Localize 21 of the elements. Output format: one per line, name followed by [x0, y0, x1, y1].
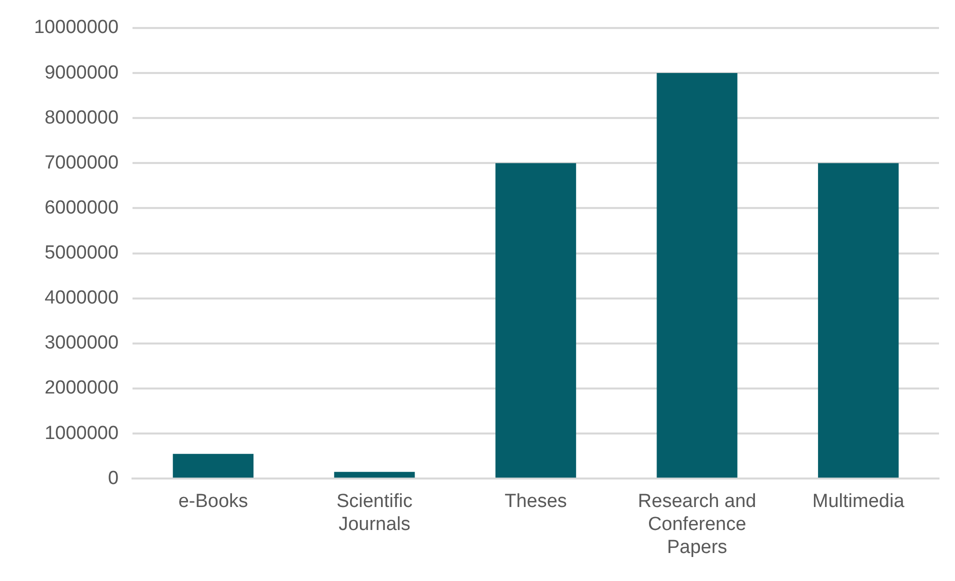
- bar: [818, 163, 899, 478]
- y-tick-label: 0: [108, 468, 119, 489]
- x-tick-label: Multimedia: [812, 491, 905, 512]
- bar: [172, 454, 254, 478]
- y-tick-label: 7000000: [44, 152, 119, 174]
- y-tick-label: 8000000: [44, 107, 119, 128]
- y-tick-label: 3000000: [44, 332, 119, 354]
- y-tick-label: 10000000: [34, 17, 119, 38]
- y-tick-label: 9000000: [44, 62, 119, 84]
- y-tick-label: 1000000: [44, 422, 119, 444]
- y-tick-label: 4000000: [44, 288, 119, 309]
- bar: [495, 163, 576, 478]
- y-tick-label: 6000000: [44, 197, 119, 218]
- y-tick-label: 5000000: [44, 242, 119, 264]
- bar: [656, 73, 738, 478]
- y-tick-label: 2000000: [44, 378, 119, 399]
- x-tick-label: Research and Conference Papers: [638, 491, 756, 558]
- x-tick-label: e-Books: [178, 491, 248, 512]
- x-tick-label: Scientific Journals: [336, 491, 412, 536]
- x-tick-label: Theses: [504, 491, 567, 512]
- bar: [334, 472, 415, 478]
